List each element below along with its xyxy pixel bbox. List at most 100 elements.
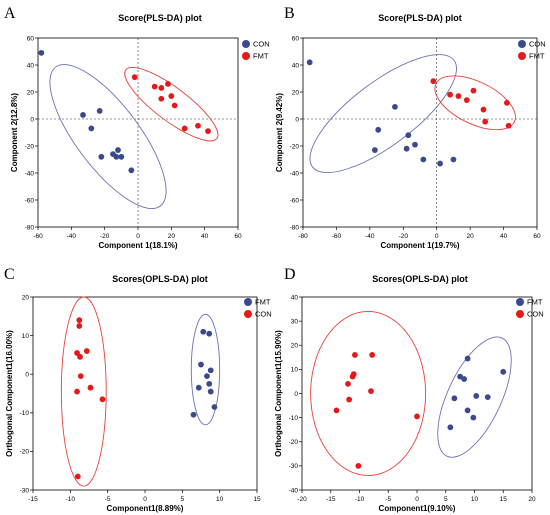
data-point-con [118,153,125,160]
x-tick-label: -60 [33,233,43,240]
y-tick-label: 40 [27,62,35,69]
data-point-con [77,353,83,360]
data-point-fmt [195,122,201,129]
confidence-ellipse-con [49,64,167,210]
plot-frame [302,37,538,228]
legend-marker-fmt [518,52,526,60]
data-point-con [76,317,83,324]
data-point-con [375,126,382,133]
data-point-con [80,112,86,118]
y-tick-label: -30 [289,463,299,470]
data-point-fmt [455,93,462,99]
y-tick-label: -40 [289,487,299,494]
data-point-fmt [206,380,213,387]
y-tick-label: -20 [20,449,30,456]
data-point-fmt [190,411,197,418]
panel-letter: C [4,266,15,283]
y-tick-label: 0 [295,116,299,123]
data-point-fmt [504,99,510,106]
x-tick-label: 20 [168,233,176,240]
x-tick-label: -5 [385,496,391,503]
legend-marker-fmt [242,52,250,60]
y-axis-label: Component 2(12.8%) [10,93,19,172]
y-tick-label: 20 [291,343,299,350]
data-point-fmt [451,395,458,402]
data-point-con [88,125,95,132]
plot-frame [301,296,533,491]
chart-title: Scores(OPLS-DA) plot [112,274,208,284]
confidence-ellipse-fmt [437,336,512,458]
data-point-con [87,384,94,391]
chart-title: Score(PLS-DA) plot [118,13,202,23]
y-axis-label: Orthogonal Component1(16.00%) [5,330,14,457]
data-point-con [38,49,45,56]
y-tick-label: -60 [25,197,35,204]
data-point-con [355,462,362,469]
confidence-ellipse-con [309,54,457,174]
data-point-fmt [205,128,211,135]
y-tick-label: -20 [289,439,299,446]
data-point-con [306,59,313,66]
y-tick-label: 20 [27,89,35,96]
data-point-con [74,388,80,395]
y-tick-label: 0 [25,372,29,379]
legend-label-con: CON [529,40,546,49]
data-point-con [96,108,103,114]
y-tick-label: -40 [25,170,35,177]
y-tick-label: -60 [290,197,300,204]
x-axis-label: Component1(9.10%) [379,504,456,513]
confidence-ellipse-con [310,311,427,476]
x-tick-label: -5 [105,496,111,503]
x-axis-label: Component 1(18.1%) [98,241,177,250]
y-tick-label: 10 [22,333,30,340]
x-tick-label: -10 [66,496,76,503]
legend-marker-con [516,310,524,318]
data-point-fmt [447,424,454,431]
x-tick-label: 15 [500,496,508,503]
x-tick-label: -60 [332,233,342,240]
y-tick-label: 60 [292,35,300,42]
data-point-fmt [195,384,202,391]
y-tick-label: -30 [20,487,30,494]
y-tick-label: -40 [290,170,300,177]
data-point-fmt [171,102,178,109]
panel-letter: B [284,5,295,22]
chart-title: Scores(OPLS-DA) plot [372,274,468,284]
y-tick-label: 20 [292,89,300,96]
data-point-fmt [482,118,489,125]
y-tick-label: -10 [20,410,30,417]
x-tick-label: 40 [201,233,209,240]
x-tick-label: 5 [444,496,448,503]
data-point-con [403,145,410,152]
x-axis-label: Component 1(19.7%) [380,241,459,250]
data-point-con [352,352,358,358]
data-point-fmt [151,83,158,90]
x-tick-label: 10 [216,496,224,503]
x-tick-label: -10 [355,496,365,503]
data-point-fmt [168,93,175,99]
panel-b: B Score(PLS-DA) plot -80 -60 -40 -20 0 20 40 60 -8… [275,5,546,250]
y-tick-label: 0 [30,116,34,123]
data-point-fmt [461,376,468,382]
x-axis-label: Component1(8.89%) [107,504,184,513]
y-tick-label: -10 [289,415,299,422]
x-tick-label: 20 [467,233,475,240]
x-tick-label: -20 [100,233,110,240]
legend-marker-fmt [516,298,524,306]
data-point-fmt [470,414,477,421]
legend-marker-con [242,40,250,48]
data-point-fmt [207,388,214,395]
x-tick-label: -15 [326,496,336,503]
data-point-con [333,407,340,414]
data-point-con [128,167,135,174]
y-tick-label: -20 [290,143,300,150]
x-tick-label: -80 [298,233,308,240]
y-tick-label: 30 [291,318,299,325]
data-point-fmt [500,368,507,375]
data-point-fmt [207,367,214,374]
data-point-con [346,396,353,403]
x-tick-label: -20 [297,496,307,503]
data-point-fmt [464,407,471,414]
legend-marker-fmt [244,298,252,306]
